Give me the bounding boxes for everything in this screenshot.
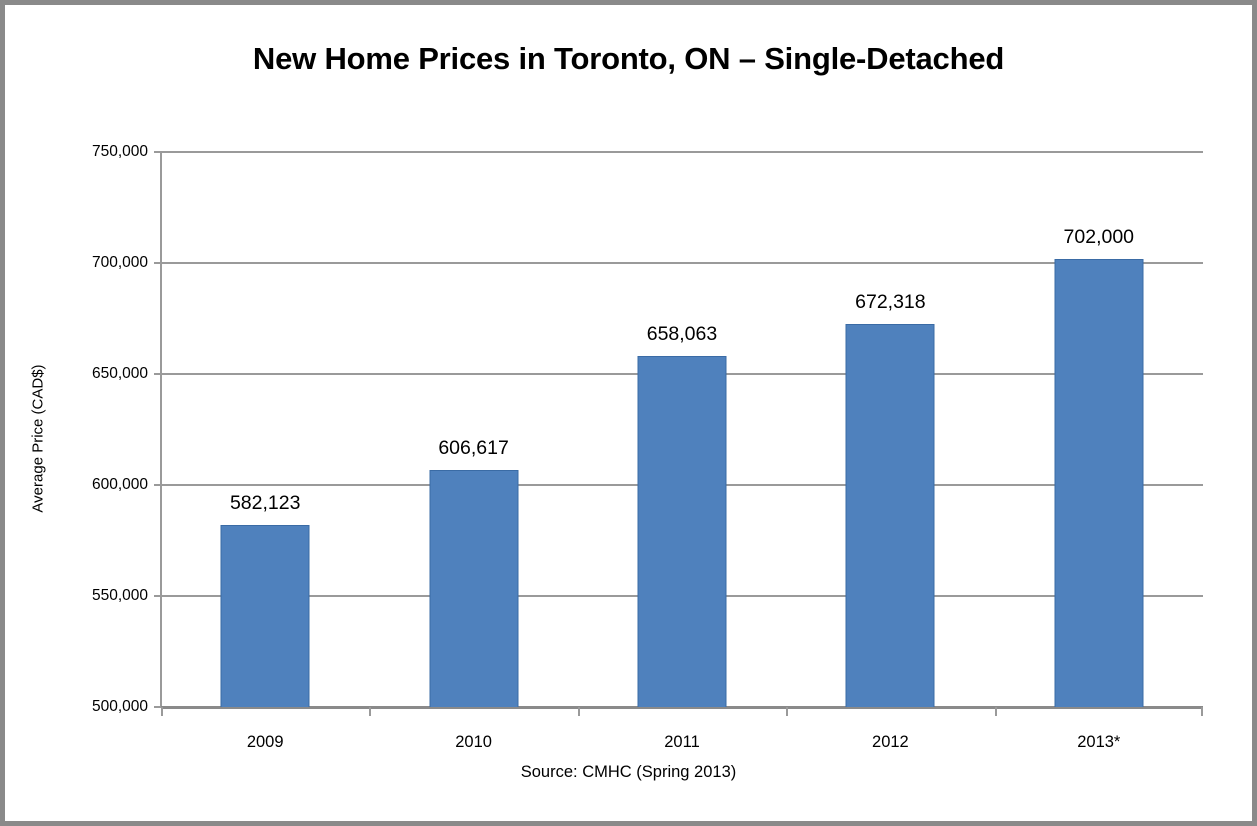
y-tick-mark	[154, 595, 161, 597]
x-tick-mark	[161, 707, 163, 716]
y-tick-label: 600,000	[91, 476, 148, 493]
y-tick-mark	[154, 262, 161, 264]
x-tick-label: 2012	[872, 733, 909, 751]
gridline	[154, 262, 1203, 264]
bar[interactable]	[637, 356, 727, 707]
bar-slot: 672,318	[786, 152, 994, 707]
y-tick-label: 550,000	[91, 587, 148, 604]
x-tick-mark	[369, 707, 372, 716]
x-tick-mark	[577, 707, 580, 716]
y-tick-mark	[154, 151, 161, 153]
gridline	[154, 706, 1203, 709]
bar-value-label: 702,000	[1063, 225, 1135, 248]
bar-value-label: 672,318	[855, 291, 926, 314]
y-tick-label: 650,000	[91, 365, 148, 382]
y-tick-label: 750,000	[91, 143, 148, 160]
x-axis: 2009 2010 2011 2012 2013*	[161, 707, 1203, 751]
bar[interactable]	[429, 470, 519, 707]
bar-value-label: 582,123	[229, 491, 301, 514]
x-tick-mark	[786, 707, 789, 716]
y-axis-line	[160, 152, 162, 707]
bar-value-label: 606,617	[438, 437, 509, 460]
x-tick-mark	[994, 707, 997, 716]
bar-slot: 658,063	[578, 152, 786, 707]
x-tick-label: 2009	[246, 733, 284, 751]
x-tick-mark	[1201, 707, 1203, 716]
y-tick-label: 500,000	[91, 698, 148, 715]
y-axis-title: Average Price (CAD$)	[29, 364, 47, 513]
x-tick-label: 2010	[455, 733, 492, 751]
chart-title: New Home Prices in Toronto, ON – Single-…	[252, 41, 1005, 76]
bar[interactable]	[1054, 258, 1144, 707]
plot-area: 500,000 550,000 600,000 650,000 700,000 750,0…	[92, 143, 1203, 751]
bar-series: 582,123 606,617 658,063 672,318 702,000	[161, 152, 1203, 707]
bar[interactable]	[220, 524, 310, 707]
x-tick-label: 2011	[664, 733, 700, 751]
bar-value-label: 658,063	[646, 323, 718, 346]
y-tick-mark	[154, 484, 161, 486]
bar-slot: 606,617	[369, 152, 577, 707]
bar[interactable]	[845, 324, 935, 707]
y-tick-mark	[154, 706, 161, 708]
bar-slot: 702,000	[995, 152, 1203, 707]
bar-slot: 582,123	[161, 152, 369, 707]
y-tick-label: 700,000	[91, 254, 148, 271]
gridline	[154, 151, 1203, 153]
source-note: Source: CMHC (Spring 2013)	[520, 763, 737, 781]
x-tick-label: 2013*	[1077, 733, 1121, 751]
y-tick-mark	[154, 373, 161, 375]
